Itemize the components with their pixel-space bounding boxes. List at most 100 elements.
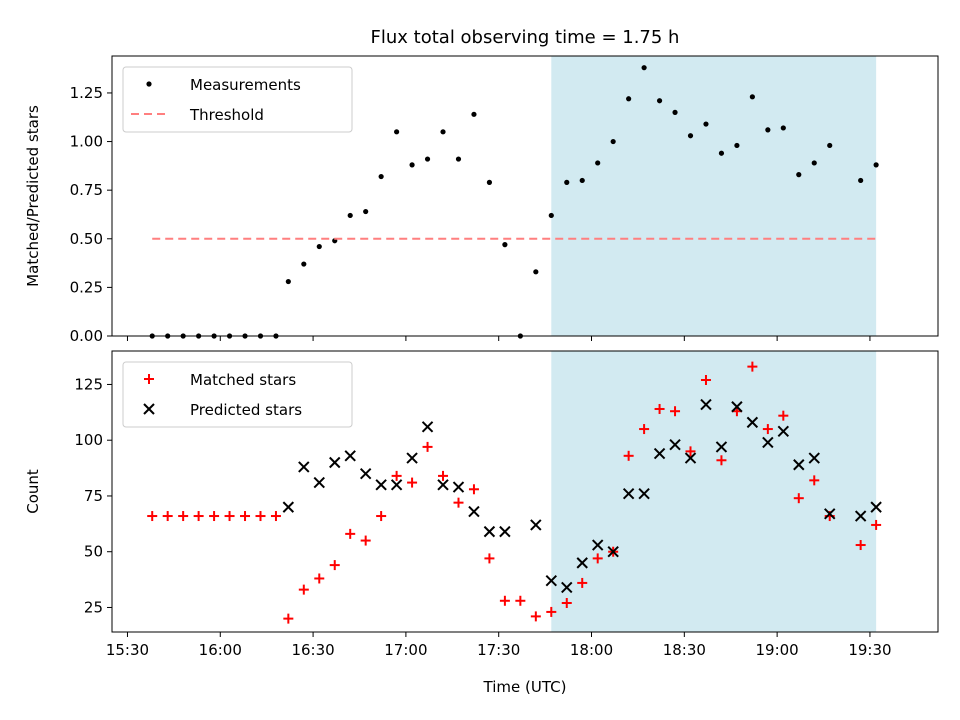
measurement-point xyxy=(502,242,508,248)
predicted-star-point xyxy=(684,452,697,464)
predicted-star-point xyxy=(313,476,325,489)
x-tick-label: 17:00 xyxy=(384,641,427,659)
predicted-star-point xyxy=(576,557,588,569)
predicted-star-point xyxy=(359,467,372,480)
matched-star-point xyxy=(685,446,696,457)
measurement-point xyxy=(749,94,755,100)
measurement-point xyxy=(734,142,740,149)
matched-star-point xyxy=(871,519,882,530)
predicted-star-point xyxy=(406,452,418,464)
measurement-point xyxy=(533,269,539,275)
predicted-star-point xyxy=(329,456,341,469)
matched-star-point xyxy=(654,403,665,414)
y-tick-label: 125 xyxy=(74,375,103,393)
measurement-point xyxy=(579,177,585,184)
matched-star-point xyxy=(561,598,572,609)
predicted-star-point xyxy=(870,501,882,513)
predicted-star-point xyxy=(777,425,790,437)
matched-star-point xyxy=(530,611,541,622)
matched-star-point xyxy=(270,511,281,522)
y-tick-label: 100 xyxy=(74,431,103,449)
matched-star-point xyxy=(147,511,158,522)
measurement-point xyxy=(409,162,415,168)
x-tick-label: 18:30 xyxy=(663,641,706,659)
y-tick-label: 50 xyxy=(84,543,103,561)
measurement-point xyxy=(718,150,725,156)
matched-star-point xyxy=(623,450,634,461)
predicted-star-point xyxy=(622,488,635,500)
matched-star-point xyxy=(747,361,758,372)
predicted-star-point xyxy=(530,519,542,531)
matched-star-point xyxy=(376,511,387,522)
matched-star-point xyxy=(700,374,711,385)
matched-star-point xyxy=(360,535,371,546)
predicted-star-point xyxy=(483,525,496,538)
measurement-point xyxy=(285,278,291,285)
predicted-star-point xyxy=(390,479,403,491)
plot-frame xyxy=(111,350,939,633)
matched-star-point xyxy=(407,477,418,488)
matched-star-point xyxy=(209,511,220,522)
y-tick-label: 1.25 xyxy=(70,84,103,102)
matched-star-point xyxy=(670,406,681,417)
y-tick-label: 1.00 xyxy=(70,133,103,151)
chart-title: Flux total observing time = 1.75 h xyxy=(371,27,680,48)
measurement-point xyxy=(455,156,462,162)
measurement-point xyxy=(548,212,554,219)
x-tick-label: 19:00 xyxy=(756,641,799,659)
x-tick-label: 16:30 xyxy=(291,641,334,659)
measurement-point xyxy=(363,208,369,215)
measurement-point xyxy=(301,261,307,267)
predicted-star-point xyxy=(653,447,666,460)
matched-star-point xyxy=(499,595,510,606)
measurement-point xyxy=(641,65,647,71)
matched-star-point xyxy=(546,606,557,617)
predicted-star-point xyxy=(437,479,449,491)
x-tick-label: 19:30 xyxy=(848,641,891,659)
measurement-point xyxy=(687,133,694,139)
x-tick-label: 16:00 xyxy=(199,641,242,659)
legend-label: Matched stars xyxy=(190,371,296,389)
predicted-star-point xyxy=(344,450,356,462)
matched-star-point xyxy=(855,540,866,551)
measurement-point xyxy=(765,127,771,133)
predicted-star-point xyxy=(421,421,434,433)
y-tick-label: 75 xyxy=(84,487,103,505)
measurement-point xyxy=(656,98,663,104)
plot-frame xyxy=(111,55,939,337)
predicted-star-point xyxy=(731,401,743,413)
matched-star-point xyxy=(224,511,235,522)
y-tick-label: 0.50 xyxy=(70,230,103,248)
predicted-star-point xyxy=(808,452,820,464)
measurement-point xyxy=(780,125,786,131)
matched-star-point xyxy=(391,470,402,481)
measurement-point xyxy=(811,160,817,166)
matched-star-point xyxy=(345,528,356,539)
predicted-star-point xyxy=(545,574,558,587)
matched-star-point xyxy=(283,613,294,624)
observing-window-shade xyxy=(551,351,877,632)
predicted-star-point xyxy=(700,398,712,411)
legend-box xyxy=(122,66,353,133)
x-axis-label: Time (UTC) xyxy=(483,678,567,696)
measurement-point xyxy=(610,138,616,145)
predicted-star-point xyxy=(499,525,511,538)
legend: Measurements Threshold xyxy=(122,66,353,133)
matched-star-point xyxy=(453,497,464,508)
matched-star-point xyxy=(577,577,588,588)
legend-marker xyxy=(143,403,155,415)
legend-box xyxy=(122,361,353,428)
matched-star-point xyxy=(592,553,603,564)
matched-star-point xyxy=(178,511,189,522)
matched-star-point xyxy=(716,455,727,466)
measurement-point xyxy=(626,96,632,102)
measurement-point xyxy=(440,129,446,135)
x-tick-label: 15:30 xyxy=(106,641,149,659)
x-tick-label: 17:30 xyxy=(477,641,520,659)
matched-star-point xyxy=(809,475,820,486)
matched-star-point xyxy=(793,493,804,504)
y-tick-label: 0.25 xyxy=(70,278,103,296)
measurement-point xyxy=(796,172,802,178)
matched-star-point xyxy=(484,553,495,564)
matched-star-point xyxy=(162,511,173,522)
